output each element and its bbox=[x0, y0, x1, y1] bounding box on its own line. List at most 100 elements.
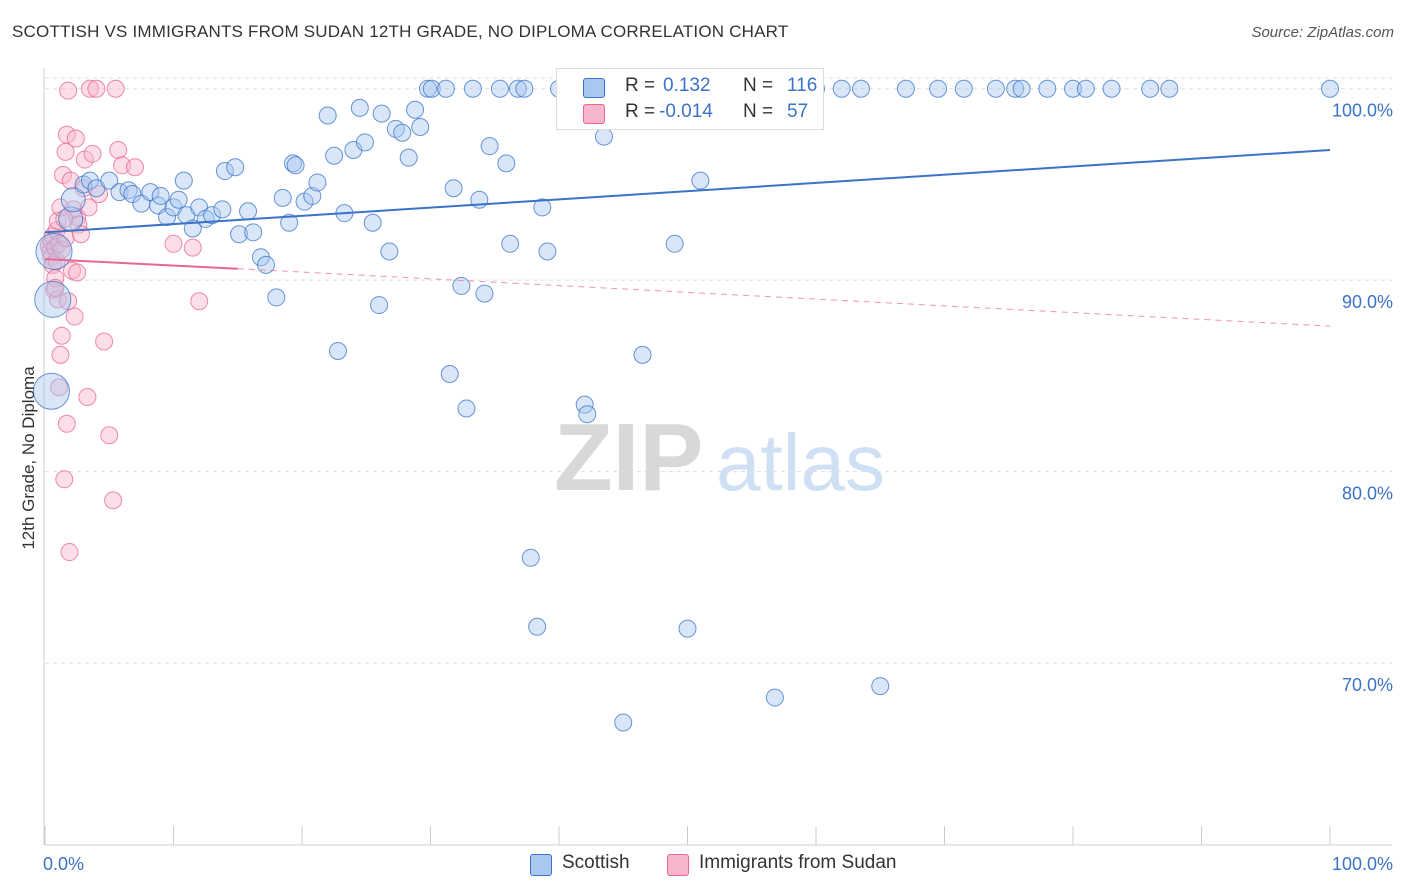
sudan-point bbox=[55, 209, 74, 228]
scottish-point bbox=[123, 185, 142, 204]
sudan-point bbox=[66, 129, 85, 148]
scottish-point bbox=[501, 234, 520, 253]
scottish-point bbox=[213, 200, 232, 219]
x-tick-label: 0.0% bbox=[43, 854, 84, 874]
scottish-point bbox=[363, 213, 382, 232]
scottish-point bbox=[475, 284, 494, 303]
bottom-legend-swatch-sudan bbox=[667, 854, 689, 876]
scottish-point bbox=[1321, 79, 1339, 98]
sudan-point bbox=[95, 332, 114, 351]
sudan-point bbox=[57, 125, 76, 144]
sudan-point bbox=[55, 470, 74, 489]
scottish-point bbox=[303, 186, 322, 205]
stats-legend: R = 0.132 N = 116 R = -0.014 N = 57 bbox=[556, 68, 824, 130]
gridlines bbox=[45, 77, 1392, 664]
legend-swatch-sudan bbox=[583, 104, 605, 124]
legend-n-label: N = bbox=[743, 75, 774, 96]
legend-r-value: -0.014 bbox=[659, 101, 713, 122]
scottish-point bbox=[452, 276, 471, 295]
bottom-legend-label-sudan: Immigrants from Sudan bbox=[699, 852, 897, 873]
scottish-point bbox=[399, 148, 418, 167]
sudan-trend-line-dashed bbox=[237, 268, 1331, 327]
scottish-point bbox=[308, 173, 327, 192]
scottish-point bbox=[480, 137, 499, 156]
scottish-point bbox=[851, 79, 870, 98]
trend-lines bbox=[44, 148, 1331, 327]
sudan-point bbox=[57, 414, 76, 433]
legend-n-label: N = bbox=[743, 101, 774, 122]
scottish-point bbox=[151, 186, 170, 205]
scottish-point bbox=[1076, 79, 1095, 98]
scottish-point bbox=[244, 223, 263, 242]
scottish-point bbox=[158, 208, 177, 226]
scottish-point bbox=[318, 106, 337, 125]
scottish-point bbox=[1012, 79, 1031, 98]
scottish-point bbox=[1102, 79, 1121, 98]
legend-r-label: R = bbox=[625, 75, 656, 96]
scottish-point bbox=[230, 225, 249, 244]
bottom-legend-label-scottish: Scottish bbox=[562, 852, 630, 873]
x-tick-label: 100.0% bbox=[1332, 854, 1393, 874]
scottish-point bbox=[1038, 79, 1057, 98]
scottish-point bbox=[986, 79, 1005, 98]
scottish-point bbox=[896, 79, 915, 98]
scottish-point bbox=[286, 156, 305, 175]
scottish-point bbox=[444, 179, 463, 198]
scottish-point bbox=[284, 154, 303, 173]
sudan-point bbox=[51, 345, 70, 364]
sudan-point bbox=[65, 307, 84, 326]
scottish-point bbox=[35, 232, 73, 270]
sudan-point bbox=[164, 234, 183, 253]
y-tick-label: 80.0% bbox=[1342, 484, 1393, 504]
scottish-point bbox=[1064, 79, 1082, 98]
sudan-point bbox=[183, 238, 202, 257]
sudan-point bbox=[109, 140, 128, 159]
scottish-point bbox=[521, 548, 540, 567]
sudan-point bbox=[52, 326, 71, 345]
sudan-point bbox=[78, 387, 97, 406]
legend-r-value: 0.132 bbox=[663, 75, 711, 96]
scottish-point bbox=[765, 688, 784, 707]
scottish-point bbox=[436, 79, 455, 98]
source-label: Source: ZipAtlas.com bbox=[1251, 24, 1394, 41]
scottish-point bbox=[691, 171, 710, 190]
sudan-point bbox=[59, 292, 78, 311]
tick-labels: 70.0% 80.0% 90.0% 100.0% 0.0% 100.0% bbox=[43, 101, 1393, 874]
scottish-point bbox=[174, 171, 193, 190]
scottish-point bbox=[1141, 79, 1160, 98]
scottish-point bbox=[372, 104, 391, 123]
scottish-point bbox=[80, 171, 99, 190]
sudan-point bbox=[87, 79, 106, 98]
scottish-point bbox=[538, 242, 557, 261]
scottish-points bbox=[32, 79, 1339, 732]
legend-n-value: 57 bbox=[787, 101, 809, 122]
sudan-point bbox=[48, 211, 67, 230]
scottish-point bbox=[497, 154, 516, 173]
scottish-point bbox=[328, 342, 347, 361]
sudan-point bbox=[50, 378, 69, 397]
scottish-point bbox=[380, 242, 399, 261]
scottish-point bbox=[1160, 79, 1179, 98]
sudan-point bbox=[190, 292, 209, 311]
sudan-points bbox=[39, 79, 209, 562]
scottish-point bbox=[60, 187, 86, 213]
scottish-point bbox=[954, 79, 973, 98]
scottish-point bbox=[34, 280, 72, 318]
scottish-point bbox=[141, 183, 160, 202]
sudan-point bbox=[68, 263, 87, 282]
scottish-point bbox=[422, 79, 441, 98]
scottish-point bbox=[411, 118, 430, 137]
scottish-point bbox=[355, 133, 374, 152]
y-axis-label: 12th Grade, No Diploma bbox=[19, 366, 38, 550]
scottish-point bbox=[832, 79, 851, 98]
sudan-point bbox=[80, 79, 99, 98]
scottish-point bbox=[32, 372, 70, 410]
scottish-point bbox=[183, 219, 202, 238]
scottish-point bbox=[594, 127, 613, 146]
sudan-point bbox=[60, 543, 79, 562]
scottish-point bbox=[515, 79, 534, 98]
scottish-point bbox=[463, 79, 482, 98]
axes bbox=[43, 68, 1392, 846]
scottish-point bbox=[871, 677, 890, 696]
